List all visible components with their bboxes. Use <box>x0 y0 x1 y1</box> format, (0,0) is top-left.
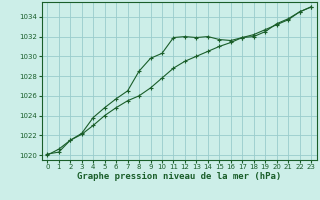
X-axis label: Graphe pression niveau de la mer (hPa): Graphe pression niveau de la mer (hPa) <box>77 172 281 181</box>
